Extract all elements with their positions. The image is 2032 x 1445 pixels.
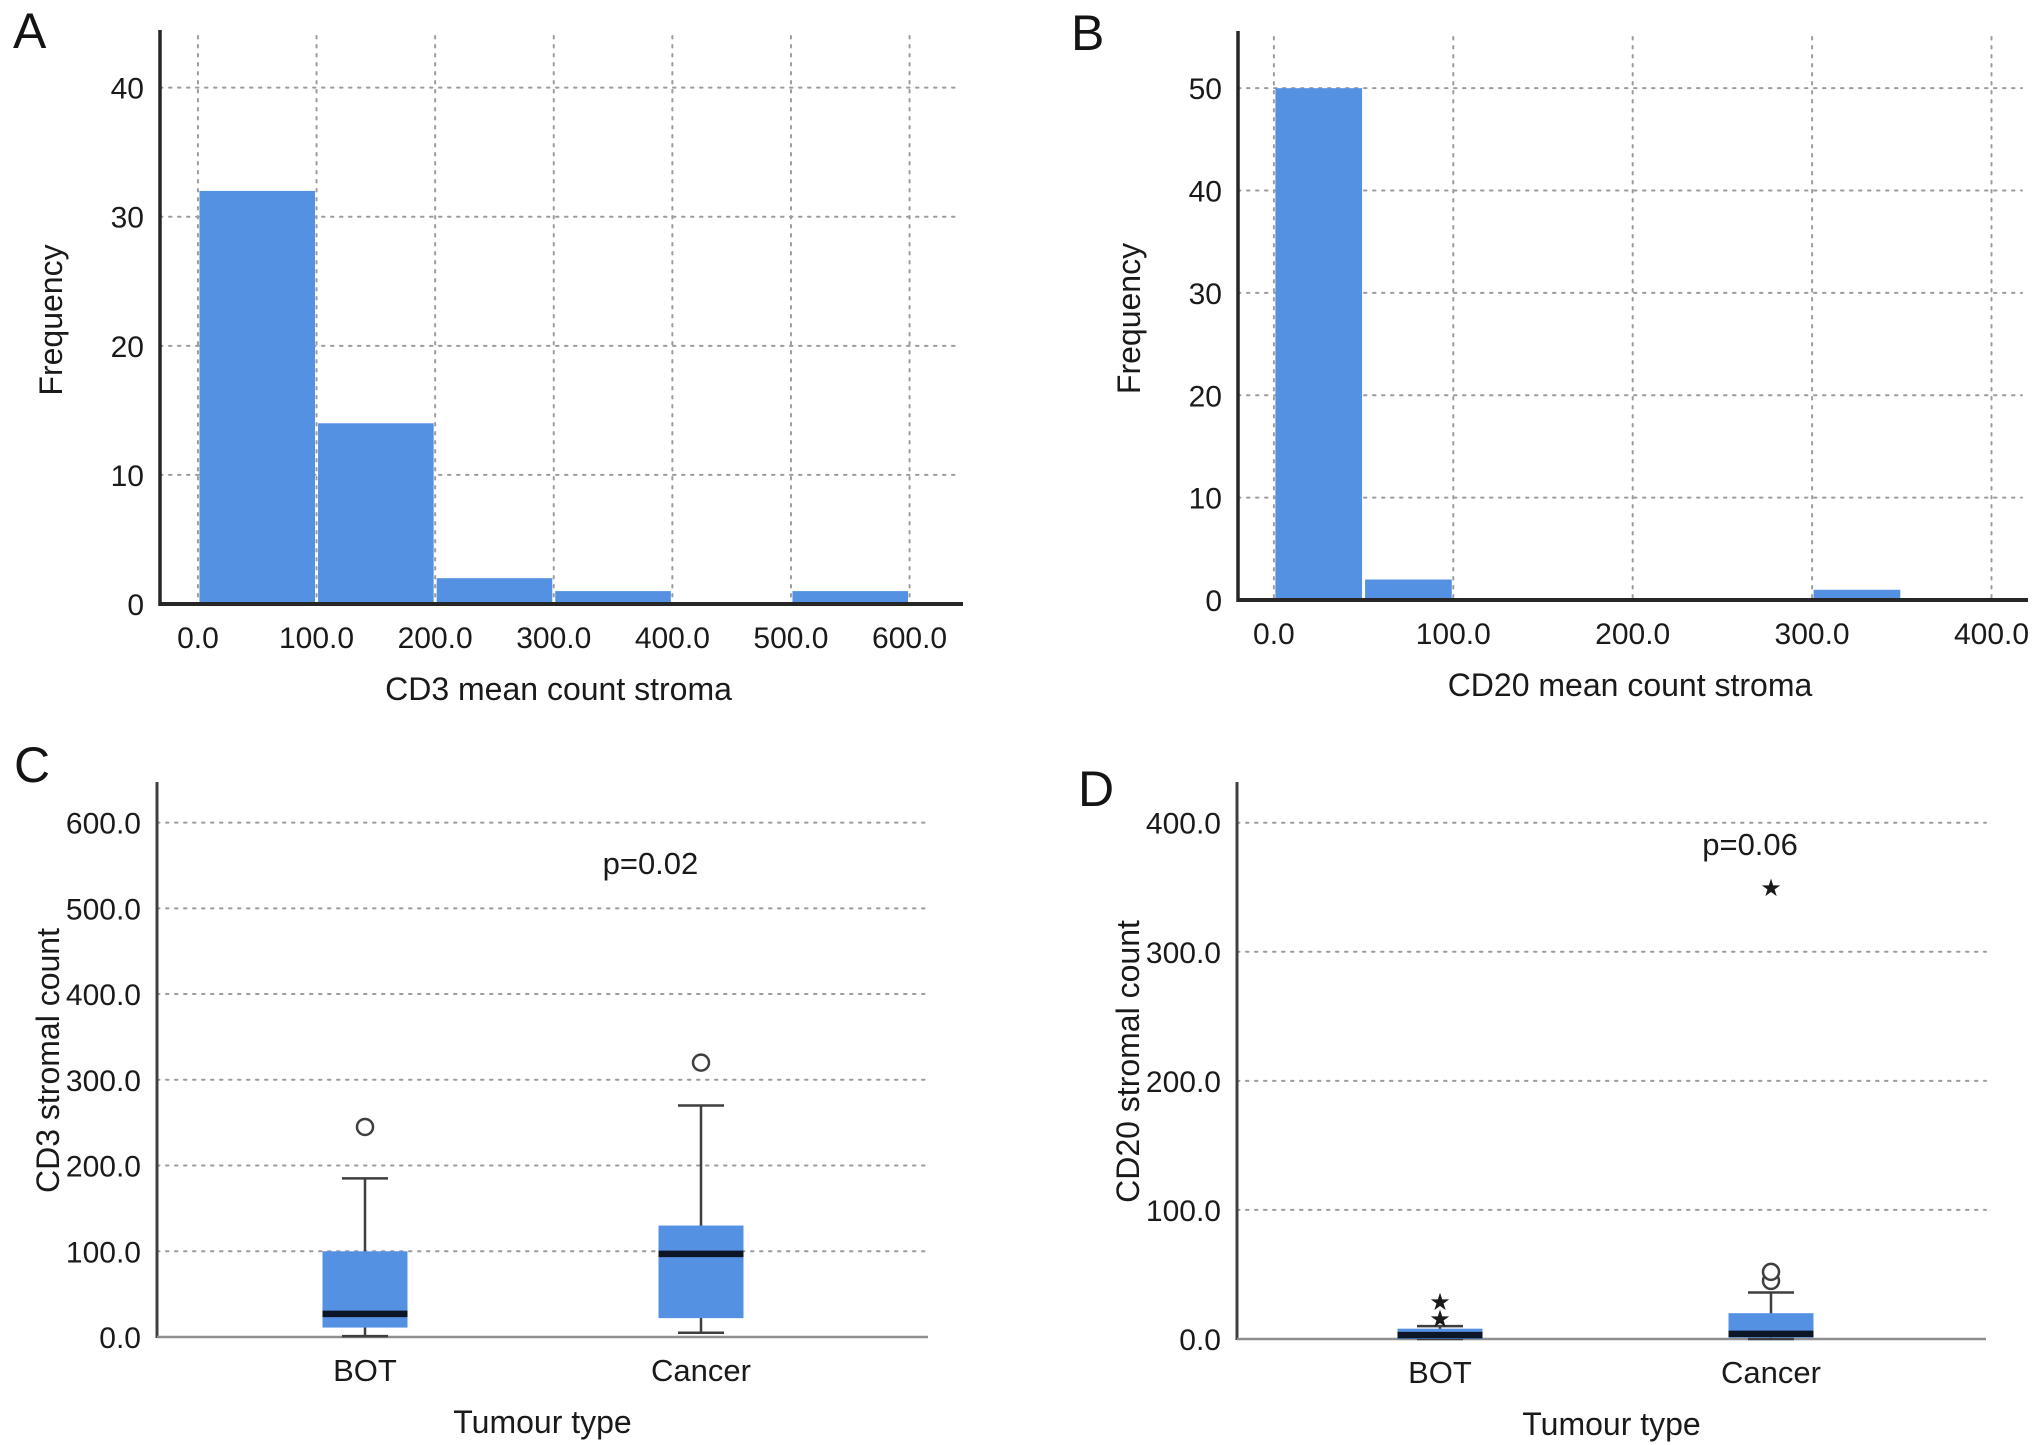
histogram-bar [436,578,553,604]
histogram-bar [792,591,909,604]
y-axis-title: Frequency [33,244,69,395]
extreme-star: ★ [1429,1306,1451,1333]
x-tick-label: 200.0 [1595,618,1670,651]
panel-c-boxplot: BOT Cancer p=0.02 0.0 100.0 200.0 300.0 400.0 50… [30,782,929,1440]
outlier-circle [691,1053,711,1072]
y-tick-label: 100.0 [66,1236,141,1269]
x-tick-label: 400.0 [635,622,710,655]
outlier-circle [355,1117,375,1137]
x-tick-label: 100.0 [1416,618,1491,651]
y-tick-label: 30 [111,202,144,235]
y-tick-label: 50 [1189,73,1222,106]
y-tick-label: 40 [111,73,144,106]
y-tick-label: 0.0 [1179,1324,1221,1357]
histogram-bar [1365,579,1452,600]
p-value-annotation: p=0.06 [1702,827,1798,862]
panel-a-letter: A [13,3,47,59]
y-tick-label: 200.0 [66,1151,141,1184]
y-axis-title: Frequency [1111,243,1147,394]
category-label: Cancer [1721,1355,1821,1390]
extreme-star: ★ [1429,1289,1451,1316]
category-label: BOT [1408,1355,1472,1390]
y-tick-label: 500.0 [66,893,141,926]
extreme-star: ★ [1760,875,1782,902]
y-tick-label: 400.0 [1146,808,1221,841]
x-tick-label: 300.0 [516,622,591,655]
x-axis-title: CD3 mean count stroma [385,671,732,707]
x-tick-label: 600.0 [872,622,947,655]
y-tick-label: 0 [127,589,144,622]
y-tick-label: 300.0 [66,1065,141,1098]
y-tick-label: 600.0 [66,808,141,841]
histogram-bar [199,190,316,604]
x-tick-label: 400.0 [1954,618,2029,651]
y-tick-label: 400.0 [66,979,141,1012]
histogram-bar [1275,88,1363,600]
panel-b-letter: B [1071,5,1105,61]
category-label: Cancer [651,1353,751,1388]
x-axis-title: CD20 mean count stroma [1448,667,1813,703]
y-tick-label: 100.0 [1146,1195,1221,1228]
y-axis-title: CD20 stromal count [1110,920,1146,1203]
y-tick-label: 20 [1189,380,1222,413]
y-tick-label: 200.0 [1146,1066,1221,1099]
x-tick-label: 200.0 [398,622,473,655]
x-tick-label: 300.0 [1775,618,1850,651]
y-tick-label: 30 [1189,278,1222,311]
panel-d-boxplot: ★★BOT★Cancerp=0.060.0100.0200.0300.0400.… [1110,782,1987,1442]
x-axis-title: Tumour type [453,1404,631,1440]
x-tick-label: 0.0 [177,622,219,655]
y-tick-label: 10 [111,460,144,493]
y-tick-label: 40 [1189,176,1222,209]
category-label: BOT [333,1353,397,1388]
histogram-bar [555,591,671,604]
panel-b-histogram: 0.0 100.0 200.0 300.0 400.0 0 10 20 30 40 50 CD20 m… [1111,31,2029,703]
panel-a-histogram: 0.0 100.0 200.0 300.0 400.0 500.0 600.0 0 10 20 30… [33,30,963,707]
x-tick-label: 500.0 [753,622,828,655]
panel-c-letter: C [14,737,51,793]
panel-d-letter: D [1078,761,1115,817]
x-axis-title: Tumour type [1522,1406,1700,1442]
y-tick-label: 10 [1189,483,1222,516]
histogram-bar [318,423,434,604]
histogram-bar [1813,589,1901,600]
y-tick-label: 300.0 [1146,937,1221,970]
y-tick-label: 0 [1205,585,1222,618]
y-tick-label: 0.0 [99,1322,141,1355]
p-value-annotation: p=0.02 [603,846,699,881]
box-rect [658,1225,744,1319]
y-axis-title: CD3 stromal count [30,928,66,1193]
x-tick-label: 0.0 [1253,618,1295,651]
y-tick-label: 20 [111,331,144,364]
outlier-circle [1761,1262,1781,1282]
x-tick-label: 100.0 [279,622,354,655]
